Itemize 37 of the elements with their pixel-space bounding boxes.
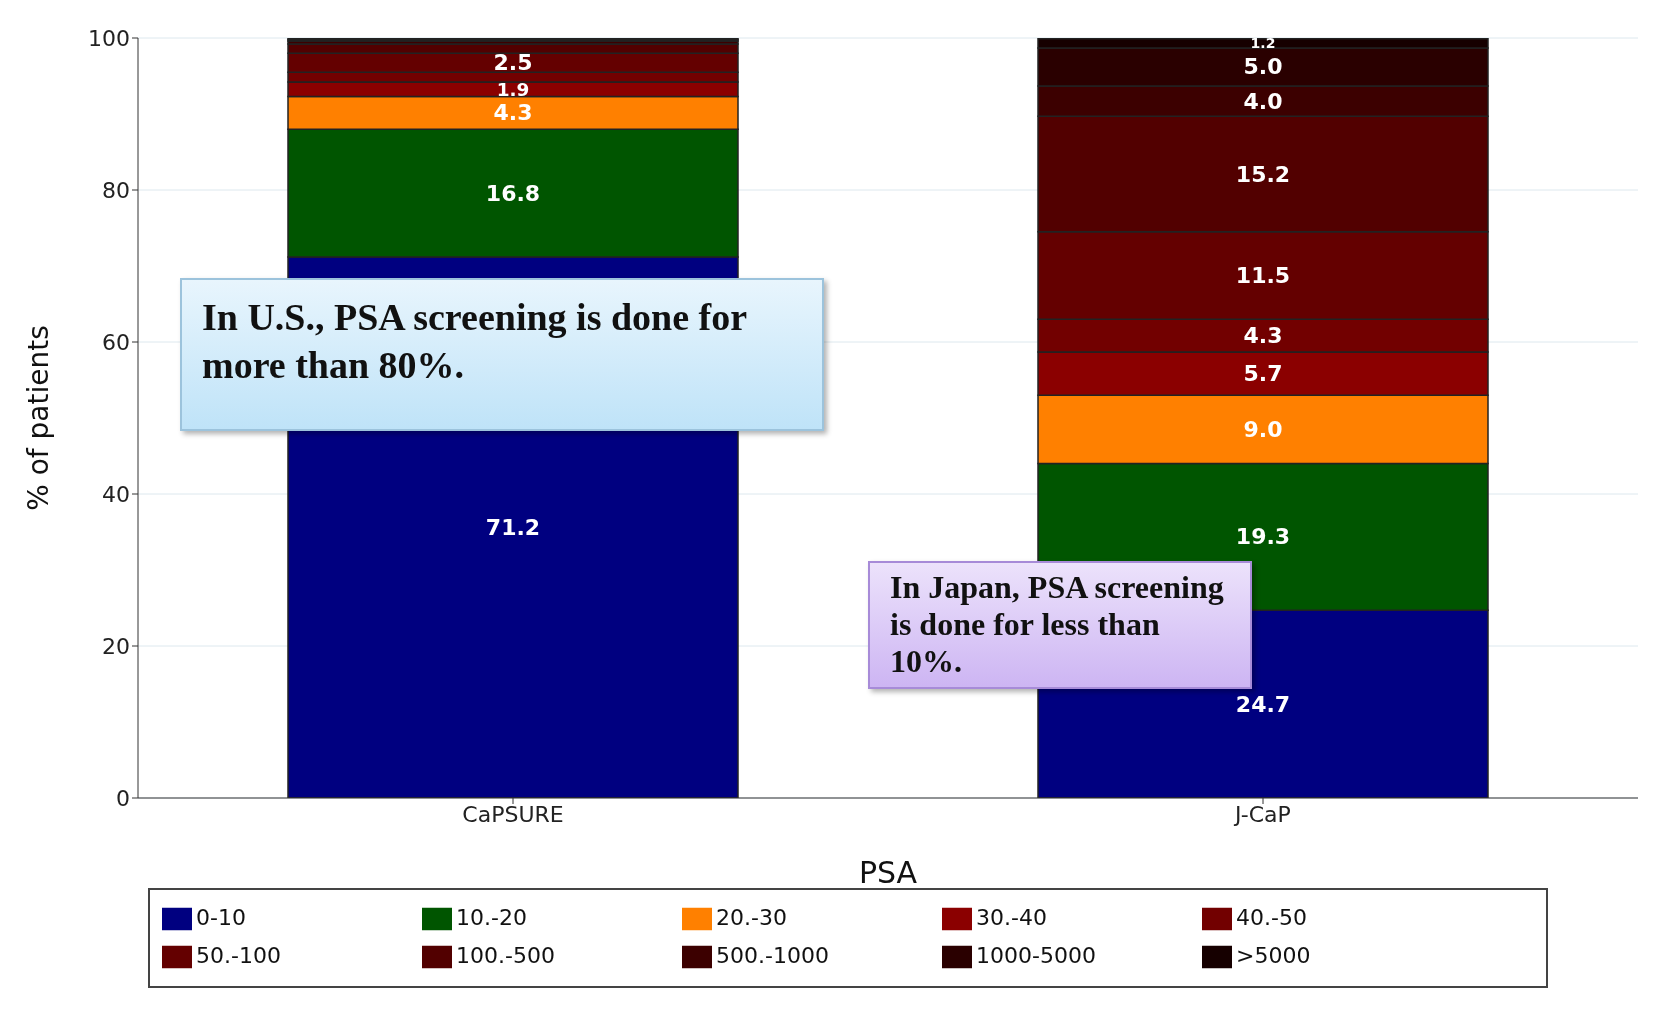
y-tick-label: 100 (88, 25, 130, 51)
data-label: 11.5 (1235, 263, 1291, 288)
x-tick-label: J-CaP (1233, 801, 1291, 827)
data-label: 1.9 (496, 78, 530, 100)
legend-label: 0-10 (196, 905, 246, 930)
y-tick-label: 0 (116, 785, 130, 811)
data-label: 5.7 (1243, 361, 1283, 387)
legend-label: 50.-100 (196, 943, 281, 968)
legend-label: 100.-500 (456, 943, 555, 968)
data-label: 19.3 (1235, 524, 1291, 550)
data-label: 1.2 (1250, 35, 1276, 52)
x-tick-label: CaPSURE (462, 801, 564, 827)
y-tick-label: 20 (102, 633, 130, 659)
data-label: 4.3 (493, 100, 533, 126)
y-axis-title: % of patients (21, 325, 55, 511)
x-axis-title: PSA (858, 855, 918, 890)
y-tick-label: 60 (102, 329, 130, 355)
legend-label: 40.-50 (1236, 905, 1307, 930)
data-label: 24.7 (1235, 691, 1291, 717)
y-tick-label: 80 (102, 177, 130, 203)
data-label: 4.0 (1243, 88, 1283, 114)
annotation: In U.S., PSA screening is done for more than 80%. (180, 278, 824, 431)
data-label: 4.3 (1243, 323, 1283, 349)
data-label: 2.5 (493, 50, 533, 76)
legend-label: 10.-20 (456, 905, 527, 930)
legend-label: 30.-40 (976, 905, 1047, 930)
annotation: In Japan, PSA screening is done for less than 10%. (868, 561, 1252, 690)
data-label: 15.2 (1235, 161, 1291, 187)
data-label: 9.0 (1243, 416, 1283, 442)
data-label: 71.2 (485, 514, 541, 540)
legend-label: 500.-1000 (716, 943, 829, 968)
legend-label: 1000-5000 (976, 943, 1096, 968)
y-tick-label: 40 (102, 481, 130, 507)
legend-label: 20.-30 (716, 905, 787, 930)
legend-label: >5000 (1236, 943, 1311, 968)
data-label: 16.8 (485, 180, 541, 206)
data-label: 5.0 (1243, 54, 1283, 80)
